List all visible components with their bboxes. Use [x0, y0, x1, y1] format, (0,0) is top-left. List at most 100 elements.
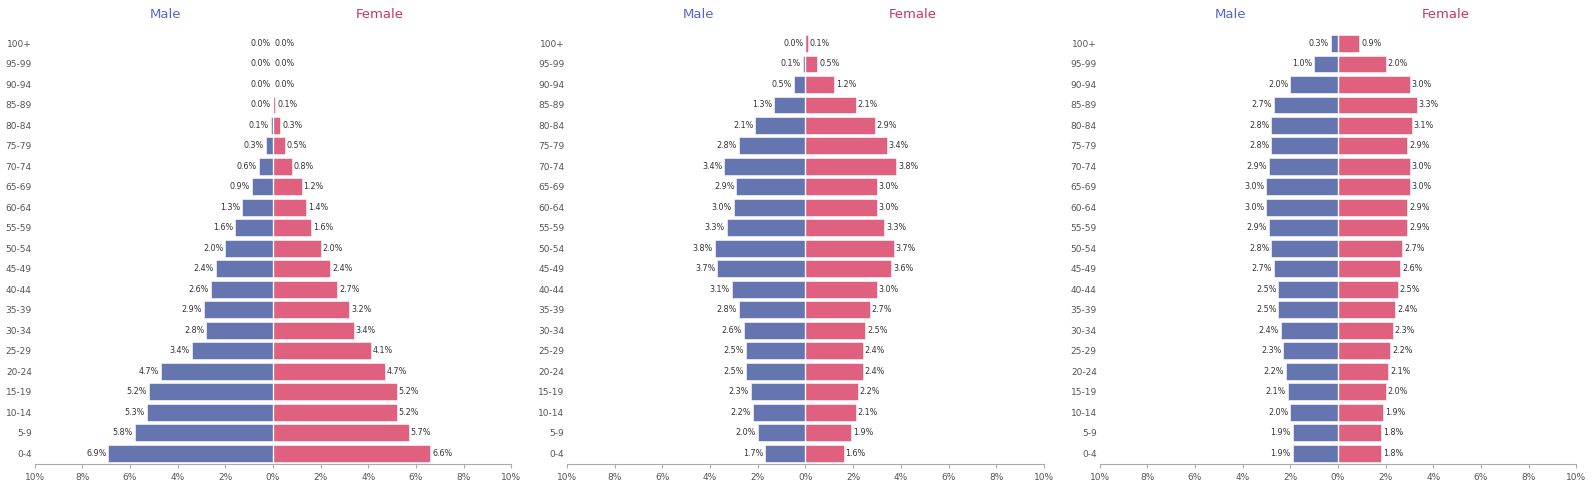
Bar [1337, 342, 1390, 359]
Text: 0.3%: 0.3% [282, 121, 302, 130]
Text: 2.4%: 2.4% [864, 346, 885, 355]
Text: 0.8%: 0.8% [295, 162, 314, 171]
Text: 2.9%: 2.9% [1409, 224, 1430, 232]
Bar [1337, 363, 1388, 380]
Bar [806, 220, 884, 236]
Text: 5.3%: 5.3% [124, 407, 145, 417]
Text: 5.2%: 5.2% [400, 407, 419, 417]
Bar [1337, 138, 1407, 154]
Bar [1337, 76, 1409, 93]
Text: 3.0%: 3.0% [879, 285, 899, 294]
Text: 3.4%: 3.4% [702, 162, 723, 171]
Bar [1269, 220, 1337, 236]
Text: 0.0%: 0.0% [275, 39, 295, 48]
Text: 2.9%: 2.9% [181, 305, 202, 314]
Bar [1267, 179, 1337, 195]
Bar [1291, 404, 1337, 421]
Bar [743, 322, 806, 339]
Bar [1331, 35, 1337, 52]
Bar [135, 424, 272, 441]
Text: 2.0%: 2.0% [1269, 407, 1288, 417]
Bar [718, 261, 806, 277]
Bar [1337, 424, 1380, 441]
Bar [1293, 424, 1337, 441]
Bar [271, 117, 272, 134]
Bar [272, 199, 306, 216]
Bar [732, 281, 806, 298]
Bar [1313, 56, 1337, 72]
Text: 2.4%: 2.4% [1398, 305, 1417, 314]
Bar [766, 445, 806, 462]
Text: 3.0%: 3.0% [1412, 162, 1431, 171]
Text: 2.5%: 2.5% [723, 366, 743, 376]
Text: 2.2%: 2.2% [1393, 346, 1412, 355]
Text: 1.7%: 1.7% [743, 448, 763, 458]
Bar [1282, 322, 1337, 339]
Text: 2.9%: 2.9% [1247, 162, 1267, 171]
Bar [272, 179, 301, 195]
Bar [272, 240, 320, 257]
Text: 5.2%: 5.2% [400, 387, 419, 396]
Bar [724, 158, 806, 175]
Bar [272, 261, 330, 277]
Bar [272, 117, 280, 134]
Text: 2.9%: 2.9% [1409, 142, 1430, 150]
Text: 5.7%: 5.7% [411, 428, 431, 437]
Bar [806, 322, 864, 339]
Text: 2.5%: 2.5% [1256, 285, 1277, 294]
Bar [774, 97, 806, 113]
Text: 2.4%: 2.4% [864, 366, 885, 376]
Bar [756, 117, 806, 134]
Bar [739, 302, 806, 318]
Bar [806, 138, 887, 154]
Text: 2.7%: 2.7% [872, 305, 892, 314]
Text: 2.1%: 2.1% [1266, 387, 1286, 396]
Text: 3.3%: 3.3% [887, 224, 906, 232]
Bar [1337, 35, 1360, 52]
Bar [258, 158, 272, 175]
Text: 2.3%: 2.3% [1261, 346, 1282, 355]
Bar [1286, 363, 1337, 380]
Bar [1267, 199, 1337, 216]
Text: 1.9%: 1.9% [853, 428, 872, 437]
Bar [806, 302, 869, 318]
Text: 2.1%: 2.1% [1390, 366, 1411, 376]
Text: 0.9%: 0.9% [229, 183, 250, 191]
Bar [207, 322, 272, 339]
Text: 5.8%: 5.8% [113, 428, 132, 437]
Bar [272, 322, 353, 339]
Bar [272, 445, 430, 462]
Text: 1.4%: 1.4% [309, 203, 328, 212]
Bar [272, 220, 310, 236]
Text: 0.0%: 0.0% [275, 60, 295, 68]
Text: 2.8%: 2.8% [716, 305, 737, 314]
Bar [1272, 138, 1337, 154]
Bar [793, 76, 806, 93]
Text: 3.7%: 3.7% [896, 244, 915, 253]
Bar [806, 117, 874, 134]
Bar [1274, 97, 1337, 113]
Text: 4.7%: 4.7% [139, 366, 159, 376]
Bar [758, 424, 806, 441]
Text: 0.3%: 0.3% [1309, 39, 1329, 48]
Text: 2.5%: 2.5% [1399, 285, 1420, 294]
Text: 5.2%: 5.2% [127, 387, 146, 396]
Text: 2.4%: 2.4% [333, 264, 352, 273]
Text: 1.6%: 1.6% [213, 224, 232, 232]
Bar [204, 302, 272, 318]
Bar [806, 199, 877, 216]
Text: 0.0%: 0.0% [252, 101, 271, 109]
Text: 3.4%: 3.4% [170, 346, 189, 355]
Text: 2.0%: 2.0% [1269, 80, 1288, 89]
Bar [272, 424, 409, 441]
Text: 2.8%: 2.8% [1250, 121, 1269, 130]
Text: 2.8%: 2.8% [1250, 244, 1269, 253]
Text: 1.9%: 1.9% [1270, 428, 1291, 437]
Text: 2.1%: 2.1% [858, 407, 877, 417]
Bar [1337, 383, 1385, 400]
Text: 6.9%: 6.9% [86, 448, 107, 458]
Bar [806, 342, 863, 359]
Bar [806, 56, 817, 72]
Bar [1337, 445, 1380, 462]
Bar [1337, 199, 1407, 216]
